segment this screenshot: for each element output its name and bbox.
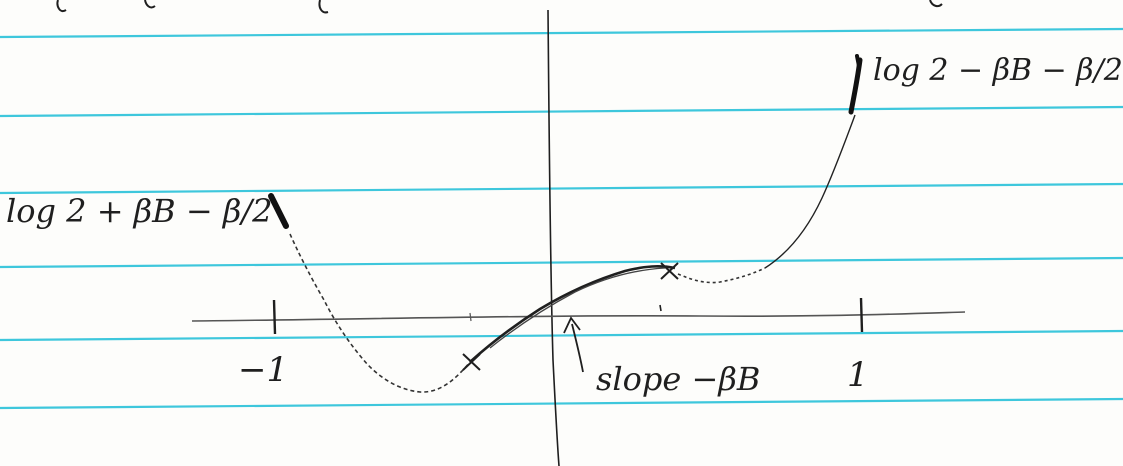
slope-label: slope −βB bbox=[596, 360, 760, 398]
tick-mark-one bbox=[859, 297, 864, 333]
curve-x-markers bbox=[462, 262, 679, 371]
rule-line bbox=[0, 27, 1123, 39]
tick-mark-small bbox=[659, 304, 662, 312]
vertical-axis bbox=[547, 9, 560, 466]
horizontal-axis bbox=[191, 311, 966, 322]
central-curve-retrace bbox=[489, 267, 666, 349]
tick-mark-minus-one bbox=[272, 299, 277, 335]
right-dashed-branch bbox=[677, 267, 766, 284]
slope-arrow-head bbox=[563, 316, 581, 334]
tick-mark-small bbox=[469, 312, 472, 322]
left-curve-label: log 2 + βB − β/2 bbox=[6, 192, 272, 230]
rule-line bbox=[0, 256, 1123, 269]
rule-line bbox=[0, 105, 1123, 118]
rule-line bbox=[0, 182, 1123, 195]
ruled-lines bbox=[0, 27, 1123, 410]
right-curve-label: log 2 − βB − β/2 bbox=[873, 53, 1123, 88]
right-endpoint-dot bbox=[855, 54, 861, 68]
top-edge-scribbles bbox=[56, 0, 943, 14]
rule-line bbox=[0, 329, 1123, 342]
central-solid-curve bbox=[469, 265, 676, 363]
right-ascending-curve bbox=[764, 114, 856, 269]
left-endpoint-mark bbox=[268, 193, 289, 229]
left-dashed-branch bbox=[289, 233, 471, 393]
tick-label-one: 1 bbox=[847, 355, 869, 395]
rule-line bbox=[0, 397, 1123, 410]
tick-label-minus-one: −1 bbox=[238, 350, 288, 390]
slope-arrow-shaft bbox=[571, 323, 584, 373]
